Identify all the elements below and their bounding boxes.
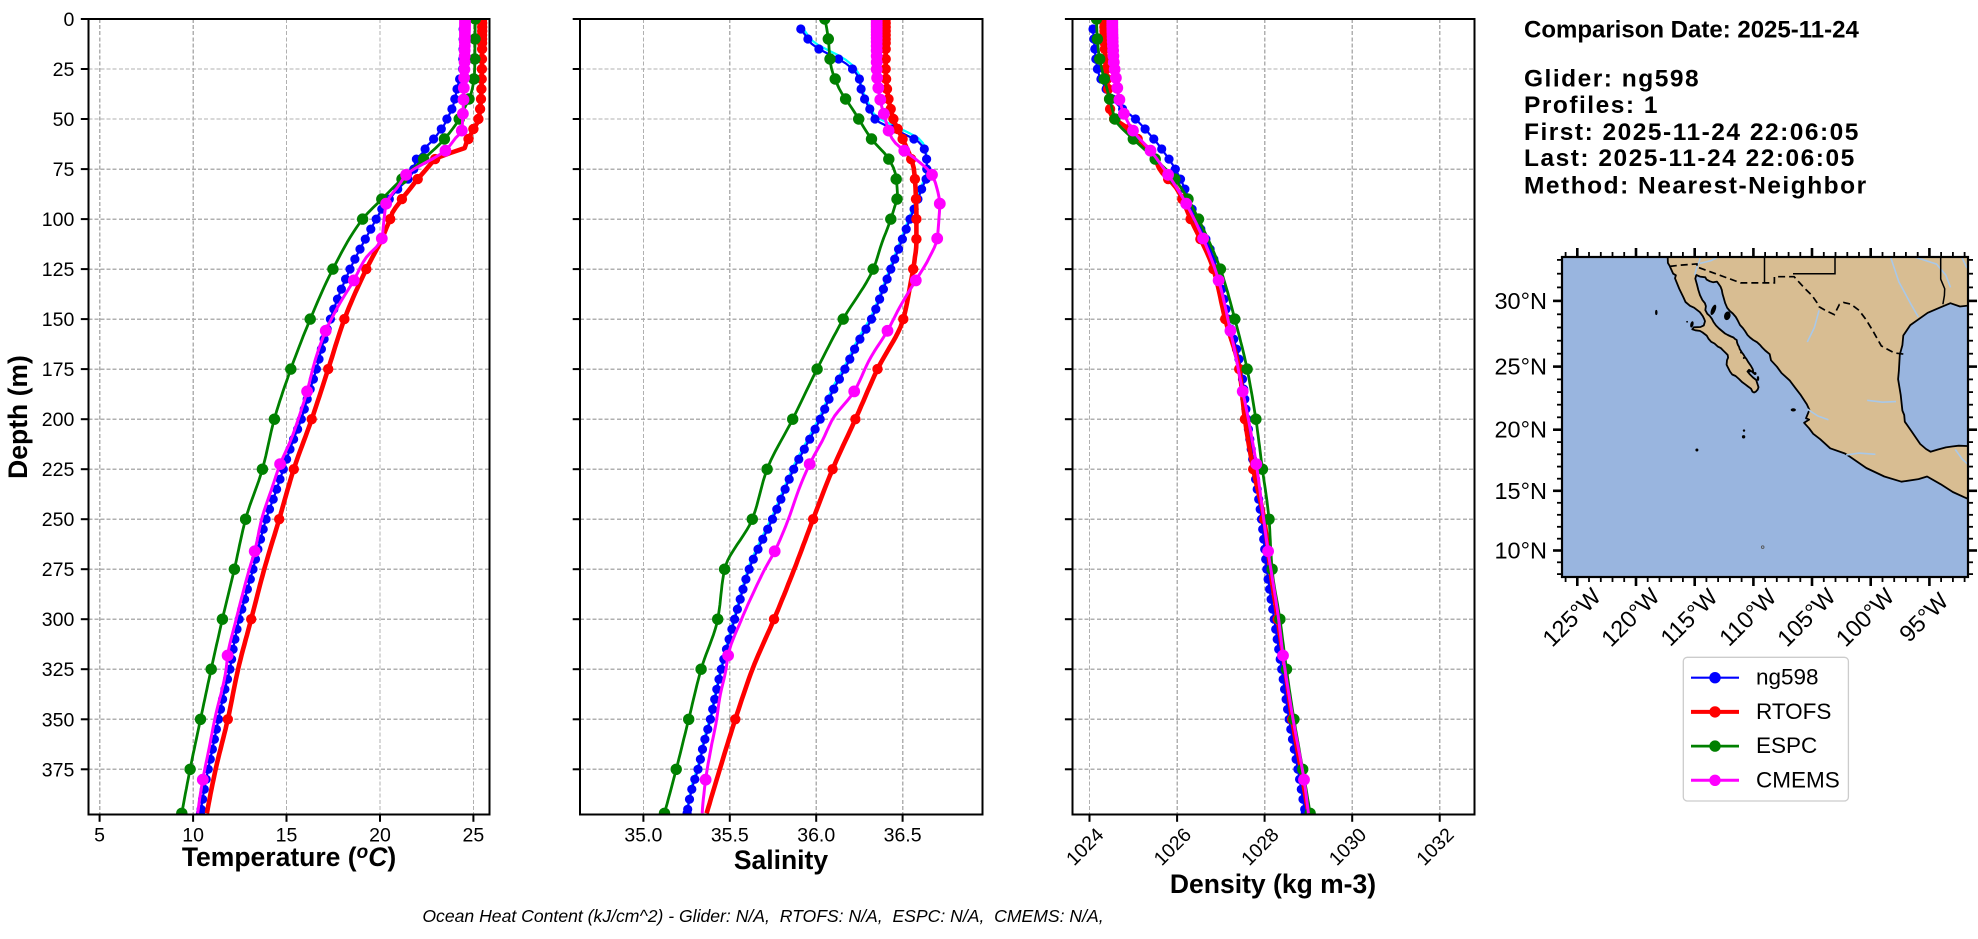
svg-text:300: 300 — [42, 609, 75, 631]
svg-text:25: 25 — [53, 59, 75, 81]
svg-text:Depth (m): Depth (m) — [3, 355, 33, 479]
svg-text:35.0: 35.0 — [624, 824, 662, 846]
svg-text:225: 225 — [42, 459, 75, 481]
svg-text:Glider: ng598: Glider: ng598 — [1524, 65, 1700, 92]
svg-text:150: 150 — [42, 309, 75, 331]
svg-text:Profiles: 1: Profiles: 1 — [1524, 92, 1659, 119]
svg-text:25°N: 25°N — [1494, 354, 1547, 380]
svg-text:50: 50 — [53, 109, 75, 131]
svg-text:30°N: 30°N — [1494, 288, 1547, 314]
svg-text:20: 20 — [369, 824, 391, 846]
svg-text:125: 125 — [42, 259, 75, 281]
svg-text:Salinity: Salinity — [734, 845, 829, 875]
svg-text:10: 10 — [182, 824, 204, 846]
svg-text:RTOFS: RTOFS — [1756, 699, 1831, 724]
svg-text:175: 175 — [42, 359, 75, 381]
svg-text:Density (kg m-3): Density (kg m-3) — [1170, 869, 1376, 899]
svg-text:Ocean Heat Content (kJ/cm^2) -: Ocean Heat Content (kJ/cm^2) - Glider: N… — [422, 906, 1103, 926]
svg-text:ESPC: ESPC — [1756, 733, 1817, 758]
svg-text:75: 75 — [53, 159, 75, 181]
svg-text:Method: Nearest-Neighbor: Method: Nearest-Neighbor — [1524, 173, 1868, 200]
svg-text:CMEMS: CMEMS — [1756, 767, 1840, 792]
svg-text:Last: 2025-11-24 22:06:05: Last: 2025-11-24 22:06:05 — [1524, 145, 1856, 172]
svg-text:10°N: 10°N — [1494, 538, 1547, 564]
svg-text:36.5: 36.5 — [884, 824, 922, 846]
svg-text:ng598: ng598 — [1756, 665, 1819, 690]
svg-text:200: 200 — [42, 409, 75, 431]
svg-text:15°N: 15°N — [1494, 478, 1547, 504]
svg-text:20°N: 20°N — [1494, 417, 1547, 443]
svg-text:100: 100 — [42, 209, 75, 231]
svg-text:375: 375 — [42, 759, 75, 781]
svg-text:35.5: 35.5 — [711, 824, 749, 846]
svg-text:Comparison Date: 2025-11-24: Comparison Date: 2025-11-24 — [1524, 17, 1859, 44]
svg-text:250: 250 — [42, 509, 75, 531]
svg-text:25: 25 — [463, 824, 485, 846]
svg-text:0: 0 — [63, 9, 74, 31]
svg-text:5: 5 — [94, 824, 105, 846]
svg-text:15: 15 — [276, 824, 298, 846]
svg-text:36.0: 36.0 — [797, 824, 835, 846]
svg-text:First: 2025-11-24 22:06:05: First: 2025-11-24 22:06:05 — [1524, 119, 1860, 146]
svg-text:275: 275 — [42, 559, 75, 581]
svg-text:350: 350 — [42, 709, 75, 731]
svg-text:325: 325 — [42, 659, 75, 681]
